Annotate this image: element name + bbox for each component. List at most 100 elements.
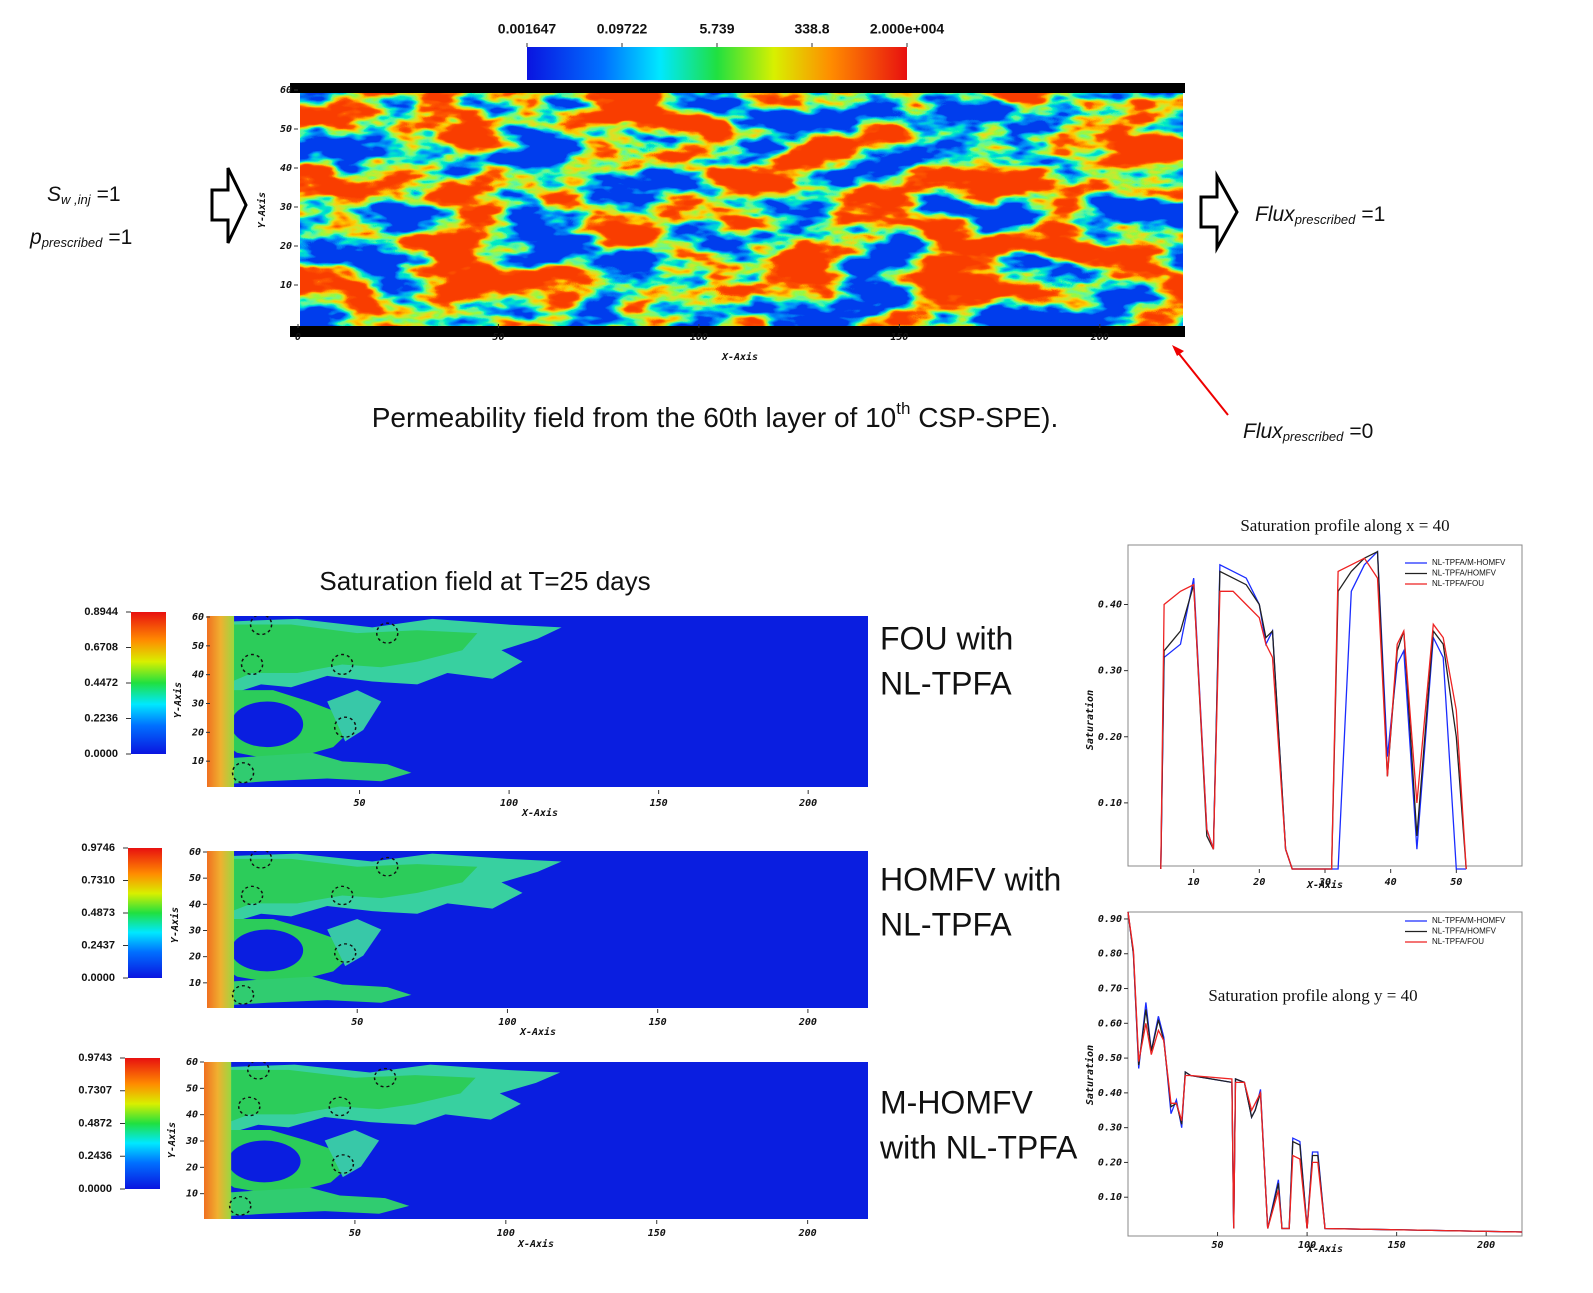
- colorbar-label: 0.7307: [78, 1085, 112, 1097]
- x-tick-label: 0: [295, 332, 301, 343]
- y-axis-label: Y-Axis: [256, 192, 268, 228]
- x-tick-label: 200: [798, 1228, 817, 1239]
- x-axis-label: X-Axis: [1306, 1243, 1343, 1255]
- y-tick-label: 20: [188, 952, 201, 963]
- outflow-flux: Fluxprescribed =1: [1255, 203, 1385, 228]
- y-tick-label: 0.90: [1098, 914, 1122, 925]
- y-tick-label: 30: [279, 202, 292, 213]
- x-tick-label: 10: [1188, 877, 1200, 888]
- legend-label: NL-TPFA/HOMFV: [1432, 927, 1497, 936]
- y-tick-label: 50: [189, 873, 201, 884]
- method-label: FOU with: [880, 620, 1013, 656]
- x-tick-label: 50: [1212, 1240, 1224, 1251]
- legend-label: NL-TPFA/HOMFV: [1432, 569, 1497, 578]
- legend-label: NL-TPFA/M-HOMFV: [1432, 558, 1506, 567]
- x-tick-label: 150: [1388, 1240, 1406, 1251]
- y-tick-label: 0.10: [1098, 1192, 1122, 1203]
- y-tick-label: 50: [186, 1083, 198, 1094]
- bottom-bar: [290, 326, 1185, 337]
- caption-text: CSP-SPE).: [910, 402, 1058, 433]
- x-tick-label: 200: [798, 798, 817, 809]
- subscript: prescribed: [1282, 429, 1344, 444]
- y-tick-label: 50: [192, 641, 204, 652]
- symbol: Flux: [1243, 420, 1284, 443]
- colorbar-label: 0.09722: [597, 21, 648, 37]
- colorbar-label: 0.0000: [78, 1183, 112, 1195]
- x-tick-label: 100: [1298, 1240, 1316, 1251]
- y-tick-label: 0.30: [1098, 1123, 1122, 1134]
- wall-flux: Fluxprescribed =0: [1243, 420, 1373, 445]
- colorbar-label: 0.001647: [498, 21, 557, 37]
- y-tick-label: 0.20: [1098, 1157, 1122, 1168]
- legend-label: NL-TPFA/FOU: [1432, 579, 1484, 588]
- saturation-field: [207, 851, 868, 1008]
- caption-text: Permeability field from the 60th layer o…: [372, 402, 896, 433]
- x-axis-label: X-Axis: [721, 351, 758, 363]
- x-tick-label: 100: [498, 1017, 516, 1028]
- y-tick-label: 40: [186, 1110, 198, 1121]
- permeability-field: [300, 93, 1183, 326]
- colorbar-label: 0.0000: [84, 748, 118, 760]
- legend-label: NL-TPFA/FOU: [1432, 937, 1484, 946]
- colorbar-label: 0.2236: [84, 712, 118, 724]
- y-tick-label: 0.10: [1098, 798, 1122, 809]
- colorbar: [527, 47, 907, 80]
- value: =0: [1349, 420, 1373, 443]
- x-tick-label: 150: [648, 1228, 666, 1239]
- x-tick-label: 100: [690, 332, 708, 343]
- method-label: HOMFV with: [880, 861, 1061, 897]
- y-tick-label: 10: [186, 1189, 198, 1200]
- pointer-head: [1172, 345, 1184, 356]
- y-tick-label: 40: [189, 899, 201, 910]
- y-tick-label: 0.40: [1098, 600, 1122, 611]
- y-tick-label: 0.50: [1098, 1053, 1122, 1064]
- y-tick-label: 40: [280, 163, 292, 174]
- x-tick-label: 100: [497, 1228, 515, 1239]
- x-tick-label: 100: [500, 798, 518, 809]
- y-axis-label: Saturation: [1084, 1045, 1096, 1105]
- value: =1: [1361, 203, 1385, 226]
- panel-title: Saturation field at T=25 days: [319, 566, 650, 596]
- y-tick-label: 30: [185, 1136, 198, 1147]
- x-tick-label: 200: [798, 1017, 817, 1028]
- colorbar-label: 5.739: [699, 21, 734, 37]
- x-tick-label: 200: [1090, 332, 1109, 343]
- colorbar-label: 0.6708: [84, 641, 118, 653]
- colorbar-label: 0.9746: [81, 842, 115, 854]
- y-tick-label: 20: [279, 241, 292, 252]
- y-tick-label: 40: [192, 670, 204, 681]
- subscript: w ,inj: [61, 192, 92, 207]
- x-tick-label: 50: [1450, 877, 1462, 888]
- pointer-arrow: [1175, 349, 1229, 416]
- y-tick-label: 60: [186, 1057, 198, 1068]
- colorbar: [128, 848, 162, 978]
- y-tick-label: 20: [185, 1162, 198, 1173]
- chart-title: Saturation profile along x = 40: [1240, 516, 1449, 535]
- x-tick-label: 40: [1385, 877, 1397, 888]
- series-line: [1160, 557, 1467, 870]
- x-axis-label: X-Axis: [521, 807, 558, 819]
- top-bar: [290, 83, 1185, 93]
- inflow-arrow: [210, 167, 248, 244]
- injection-saturation: Sw ,inj =1: [47, 183, 121, 208]
- plot-frame: [1127, 544, 1523, 867]
- superscript: th: [896, 399, 910, 418]
- colorbar-label: 0.2436: [78, 1150, 112, 1162]
- symbol: S: [47, 183, 61, 206]
- y-tick-label: 0.80: [1098, 949, 1122, 960]
- x-tick-label: 50: [351, 1017, 363, 1028]
- x-tick-label: 30: [1318, 877, 1331, 888]
- colorbar-label: 0.0000: [81, 972, 115, 984]
- y-tick-label: 20: [191, 727, 204, 738]
- method-label: NL-TPFA: [880, 906, 1012, 942]
- x-axis-label: X-Axis: [1306, 879, 1343, 891]
- colorbar-label: 0.2437: [81, 939, 115, 951]
- x-tick-label: 200: [1476, 1240, 1495, 1251]
- y-tick-label: 60: [192, 612, 204, 623]
- y-tick-label: 30: [191, 699, 204, 710]
- y-tick-label: 0.30: [1098, 666, 1122, 677]
- caption: Permeability field from the 60th layer o…: [372, 399, 1058, 433]
- y-axis-label: Y-Axis: [166, 1122, 178, 1158]
- x-tick-label: 50: [349, 1228, 361, 1239]
